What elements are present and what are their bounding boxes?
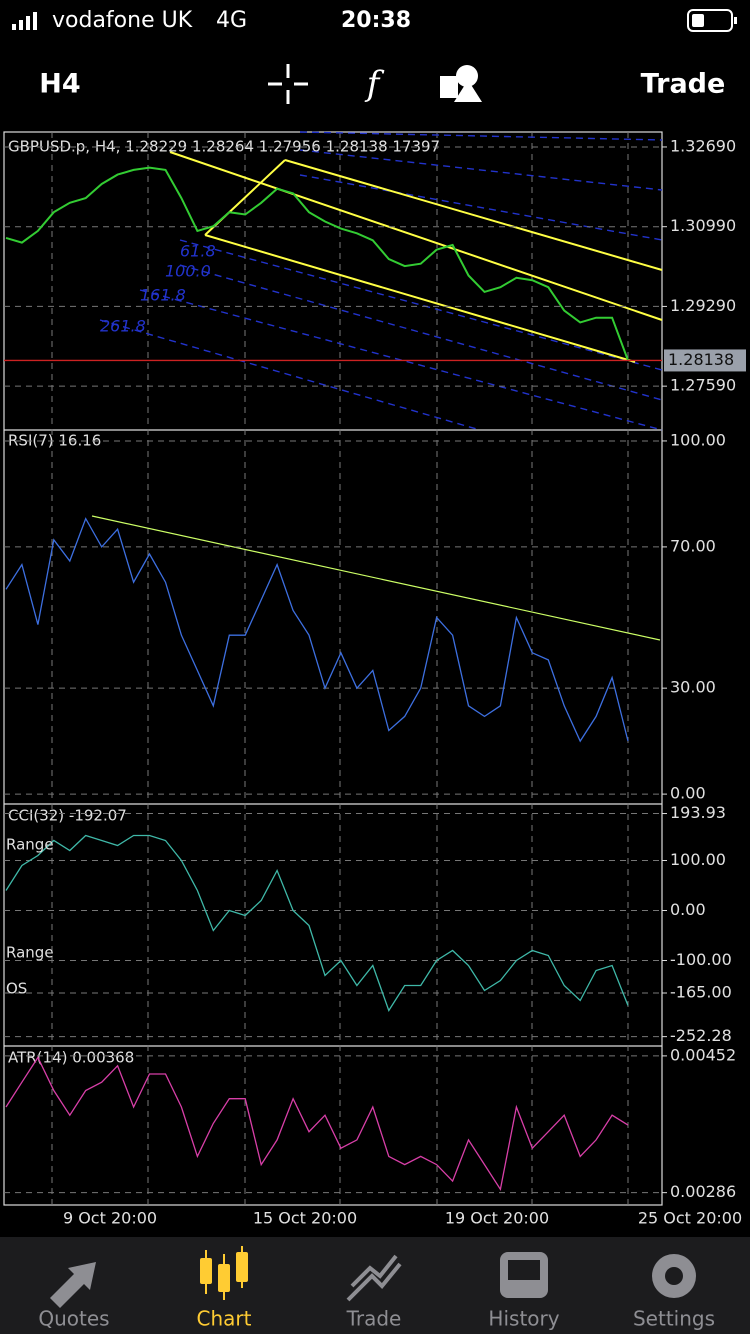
crosshair-button[interactable] [268,64,308,104]
y-tick-label: 0.00286 [670,1182,736,1201]
history-icon [500,1252,548,1298]
rsi-trendline [91,515,661,641]
current-price-label: 1.28138 [668,350,734,369]
atr-line [5,1056,629,1192]
y-tick-label: 1.27590 [670,376,736,395]
current-price-box [664,349,746,372]
tab-label[interactable]: Quotes [38,1307,109,1331]
fib-label: 61.8 [180,242,216,261]
x-tick-label: 19 Oct 20:00 [445,1209,549,1228]
y-tick-label: -252.28 [670,1026,732,1045]
x-tick-label: 15 Oct 20:00 [253,1209,357,1228]
y-tick-label: 30.00 [670,678,716,697]
y-tick-label: 0.00 [670,784,706,803]
x-tick-label: 9 Oct 20:00 [63,1209,157,1228]
tab-label[interactable]: Chart [197,1307,252,1331]
timeframe-button[interactable]: H4 [39,69,80,100]
y-tick-label: 1.32690 [670,136,736,155]
y-tick-label: 1.29290 [670,296,736,315]
y-tick-label: 0.00 [670,900,706,919]
clock: 20:38 [341,8,411,33]
cci-annotation: Range [6,836,54,854]
x-tick-label: 25 Oct 20:00 [638,1209,742,1228]
fib-label: 161.8 [140,286,186,305]
chart-frame [3,131,663,1206]
time-grid [51,132,629,1205]
cci-annotation: Range [6,944,54,962]
y-tick-label: 0.00452 [670,1045,736,1064]
network: 4G [216,8,247,33]
price-line [5,166,629,361]
y-tick-label: 100.00 [670,850,726,869]
carrier: vodafone UK [52,8,193,33]
y-tick-label: -165.00 [670,983,732,1002]
quotes-icon [50,1262,96,1308]
tab-label[interactable]: History [488,1307,559,1331]
y-tick-label: 100.00 [670,430,726,449]
battery [687,9,737,32]
y-tick-label: -100.00 [670,950,732,969]
cci-label: CCI(32) -192.07 [8,807,127,825]
tab-bar [0,1237,750,1334]
settings-icon [652,1254,696,1298]
y-tick-label: 193.93 [670,803,726,822]
y-tick-label: 70.00 [670,536,716,555]
fib-label: 261.8 [100,317,146,336]
trade-icon [346,1254,402,1302]
tab-label[interactable]: Settings [633,1307,715,1331]
trade-button[interactable]: Trade [641,69,726,100]
cci-line [5,834,629,1012]
channel-lines [169,151,663,363]
tab-label[interactable]: Trade [346,1307,402,1331]
rsi-label: RSI(7) 16.16 [8,432,101,450]
atr-label: ATR(14) 0.00368 [8,1049,134,1067]
y-tick-label: 1.30990 [670,216,736,235]
chart-icon [200,1246,248,1300]
rsi-line [5,517,629,743]
cci-annotation: OS [6,980,27,998]
objects-button[interactable] [440,65,482,102]
fib-label: 100.0 [165,262,211,281]
signal [12,12,37,30]
